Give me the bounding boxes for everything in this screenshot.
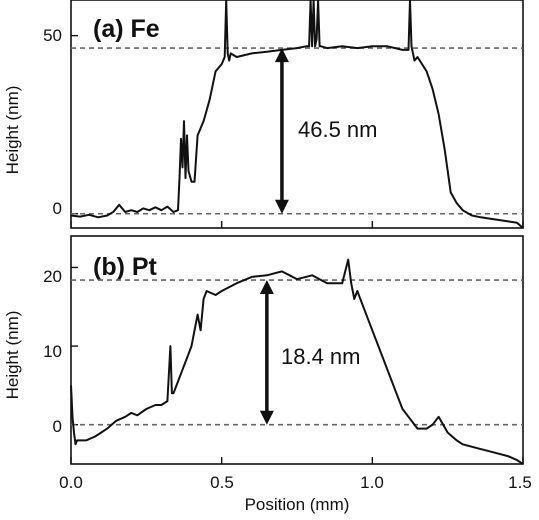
panel-a-label: (a) Fe	[93, 15, 160, 43]
panel-b-pt: (b) Pt Height (nm) 0 10 20 0.0 0.5 1.0 1…	[3, 235, 532, 514]
panel-b-arrow-head-top	[259, 280, 274, 295]
panel-a-ytick-label: 50	[43, 26, 62, 45]
panel-b-arrow-head-bottom	[259, 410, 274, 425]
panel-b-ytick-label: 0	[53, 417, 62, 436]
x-axis-title: Position (mm)	[245, 495, 350, 514]
panel-b-annotation-label: 18.4 nm	[281, 344, 361, 369]
panel-b-ytick-label: 10	[43, 342, 62, 361]
x-tick-label: 0.0	[59, 473, 83, 492]
panel-a-fe: (a) Fe Height (nm) 0 50 46.5 nm	[3, 0, 524, 229]
panel-b-y-axis-title: Height (nm)	[3, 311, 22, 400]
panel-b-ytick-label: 20	[43, 267, 62, 286]
panel-a-arrow-head-top	[274, 48, 289, 63]
panel-a-frame	[70, 0, 524, 229]
panel-a-arrow-head-bottom	[274, 199, 289, 214]
x-tick-label: 0.5	[210, 473, 234, 492]
x-tick-label: 1.0	[360, 473, 384, 492]
panel-b-frame	[70, 235, 524, 465]
x-tick-label: 1.5	[508, 473, 532, 492]
panel-a-ytick-label: 0	[53, 199, 62, 218]
panel-a-profile-line	[70, 0, 524, 229]
panel-b-label: (b) Pt	[93, 253, 158, 281]
panel-b-profile-line	[70, 258, 524, 465]
panel-a-y-axis-title: Height (nm)	[3, 86, 22, 175]
panel-a-annotation-label: 46.5 nm	[298, 117, 378, 142]
